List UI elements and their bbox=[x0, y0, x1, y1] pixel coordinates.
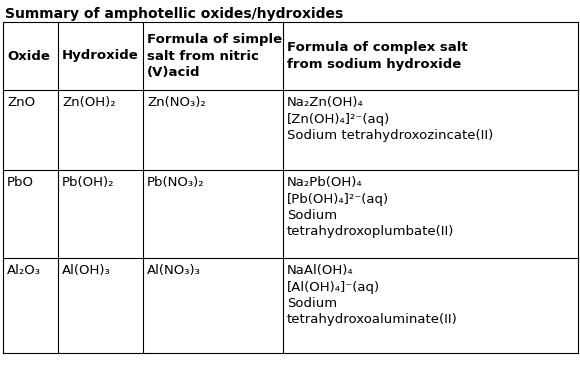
Text: Na₂Zn(OH)₄
[Zn(OH)₄]²⁻(aq)
Sodium tetrahydroxozincate(II): Na₂Zn(OH)₄ [Zn(OH)₄]²⁻(aq) Sodium tetrah… bbox=[287, 96, 493, 142]
Text: Summary of amphotellic oxides/hydroxides: Summary of amphotellic oxides/hydroxides bbox=[5, 7, 343, 21]
Text: Al₂O₃: Al₂O₃ bbox=[7, 264, 41, 277]
Text: Hydroxide: Hydroxide bbox=[62, 50, 139, 62]
Text: Al(OH)₃: Al(OH)₃ bbox=[62, 264, 111, 277]
Text: Al(NO₃)₃: Al(NO₃)₃ bbox=[147, 264, 201, 277]
Text: Formula of simple
salt from nitric
(V)acid: Formula of simple salt from nitric (V)ac… bbox=[147, 33, 282, 79]
Text: Na₂Pb(OH)₄
[Pb(OH)₄]²⁻(aq)
Sodium
tetrahydroxoplumbate(II): Na₂Pb(OH)₄ [Pb(OH)₄]²⁻(aq) Sodium tetrah… bbox=[287, 176, 454, 239]
Text: Pb(OH)₂: Pb(OH)₂ bbox=[62, 176, 114, 189]
Text: PbO: PbO bbox=[7, 176, 34, 189]
Text: NaAl(OH)₄
[Al(OH)₄]⁻(aq)
Sodium
tetrahydroxoaluminate(II): NaAl(OH)₄ [Al(OH)₄]⁻(aq) Sodium tetrahyd… bbox=[287, 264, 458, 327]
Text: ZnO: ZnO bbox=[7, 96, 35, 109]
Text: Oxide: Oxide bbox=[7, 50, 50, 62]
Text: Pb(NO₃)₂: Pb(NO₃)₂ bbox=[147, 176, 205, 189]
Text: Zn(NO₃)₂: Zn(NO₃)₂ bbox=[147, 96, 206, 109]
Text: Formula of complex salt
from sodium hydroxide: Formula of complex salt from sodium hydr… bbox=[287, 41, 467, 71]
Text: Zn(OH)₂: Zn(OH)₂ bbox=[62, 96, 115, 109]
